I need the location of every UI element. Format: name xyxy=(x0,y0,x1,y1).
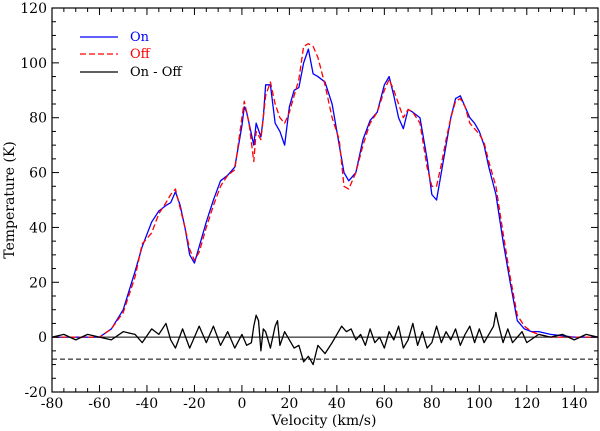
legend-label-0: On xyxy=(130,30,150,45)
x-tick-label: 40 xyxy=(328,396,346,412)
x-tick-label: 60 xyxy=(375,396,393,412)
series-line-1 xyxy=(52,43,598,338)
y-tick-label: 120 xyxy=(20,1,47,17)
x-tick-label: 100 xyxy=(466,396,493,412)
legend-label-1: Off xyxy=(130,47,152,62)
tick-labels: -80 -60 -40 -20 0 20 40 60 80 100 120 140 -20 0 20 40 60… xyxy=(20,1,587,412)
y-tick-label: 40 xyxy=(29,220,47,236)
x-tick-label: -60 xyxy=(88,396,111,412)
y-tick-label: 80 xyxy=(29,111,47,127)
y-tick-label: 0 xyxy=(38,330,47,346)
series-lines xyxy=(51,43,599,366)
y-tick-label: 100 xyxy=(20,56,47,72)
y-tick-label: 60 xyxy=(29,166,47,182)
y-tick-label: 20 xyxy=(29,275,47,291)
x-tick-label: 140 xyxy=(561,396,588,412)
x-tick-label: 20 xyxy=(280,396,298,412)
tick-marks xyxy=(51,7,599,393)
legend-label-2: On - Off xyxy=(130,65,183,80)
x-tick-label: 120 xyxy=(513,396,540,412)
reference-lines xyxy=(52,336,598,360)
series-line-0 xyxy=(52,48,598,338)
x-axis-label: Velocity (km/s) xyxy=(271,413,377,429)
x-tick-label: 0 xyxy=(237,396,246,412)
series-line-2 xyxy=(51,311,599,366)
x-tick-label: 80 xyxy=(423,396,441,412)
x-tick-label: -80 xyxy=(41,396,64,412)
legend: On Off On - Off xyxy=(80,30,183,80)
x-tick-label: -40 xyxy=(136,396,159,412)
x-tick-label: -20 xyxy=(183,396,206,412)
y-axis-label: Temperature (K) xyxy=(2,141,18,259)
y-tick-label: -20 xyxy=(24,385,47,401)
